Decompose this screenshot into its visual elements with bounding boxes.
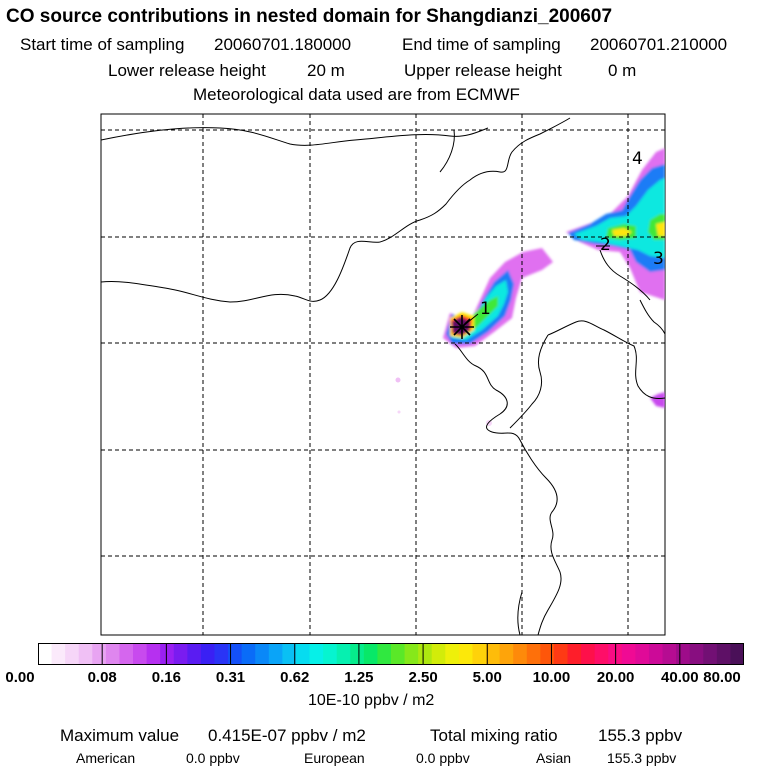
colorbar-swatch (391, 643, 406, 665)
contour-label-1: 1 (480, 299, 491, 319)
colorbar-swatch (703, 643, 718, 665)
colorbar-swatch (377, 643, 392, 665)
map-title: CO source contributions in nested domain… (6, 6, 613, 27)
colorbar-swatch (350, 643, 365, 665)
colorbar-swatch (445, 643, 460, 665)
colorbar-swatch (119, 643, 134, 665)
end-time-value: 20060701.210000 (590, 35, 728, 54)
colorbar-swatch (676, 643, 691, 665)
end-time-label: End time of sampling (402, 35, 561, 54)
colorbar-swatch (486, 643, 501, 665)
colorbar-swatch (241, 643, 256, 665)
total-mixing-value: 155.3 ppbv (598, 726, 683, 745)
colorbar-swatch (594, 643, 609, 665)
contour-label-2: 2 (600, 235, 611, 255)
total-mixing-label: Total mixing ratio (430, 726, 558, 745)
colorbar-swatch (648, 643, 664, 665)
lower-release-label: Lower release height (108, 61, 266, 80)
colorbar-swatch (78, 643, 93, 665)
colorbar-swatch (92, 643, 107, 665)
colorbar-swatch (567, 643, 582, 665)
colorbar-swatch (282, 643, 297, 665)
receptor-marker-icon (450, 315, 474, 339)
colorbar-swatch (255, 643, 270, 665)
colorbar-swatch (418, 643, 433, 665)
upper-release-value: 0 m (608, 61, 637, 80)
colorbar-swatch (146, 643, 161, 665)
colorbar-swatch (295, 643, 311, 665)
map-frame (100, 113, 666, 636)
colorbar-swatch (228, 643, 243, 665)
colorbar-swatch (662, 643, 677, 665)
colorbar-swatch (336, 643, 351, 665)
colorbar-swatch (200, 643, 216, 665)
colorbar-tick-label: 0.31 (215, 669, 246, 686)
colorbar-swatch (160, 643, 175, 665)
colorbar-swatch (404, 643, 419, 665)
colorbar-swatch (38, 643, 53, 665)
colorbar-tick-label: 0.16 (151, 669, 181, 686)
colorbar-tick-label: 40.00 (661, 669, 699, 686)
colorbar-swatch (581, 643, 596, 665)
colorbar-tick-label: 2.50 (408, 669, 438, 686)
contour-label-3: 3 (653, 249, 664, 269)
colorbar-swatch (499, 643, 514, 665)
colorbar-swatch (187, 643, 202, 665)
colorbar-swatch (431, 643, 446, 665)
colorbar (38, 643, 744, 665)
max-value-label: Maximum value (60, 726, 180, 745)
plume-east-patch (650, 392, 665, 408)
colorbar-swatch (214, 643, 229, 665)
colorbar-swatch (716, 643, 732, 665)
start-time-label: Start time of sampling (20, 35, 185, 54)
colorbar-swatch (51, 643, 66, 665)
plume-northeast (566, 148, 665, 300)
colorbar-swatch (363, 643, 379, 665)
start-time-value: 20060701.180000 (214, 35, 352, 54)
colorbar-swatch (513, 643, 528, 665)
upper-release-label: Upper release height (404, 61, 562, 80)
colorbar-swatch (472, 643, 487, 665)
asian-value: 155.3 ppbv (607, 750, 677, 766)
lat-lon-grid (101, 114, 665, 635)
colorbar-tick-label: 5.00 (472, 669, 502, 686)
contour-label-4: 4 (632, 149, 643, 169)
lower-release-value: 20 m (307, 61, 345, 80)
colorbar-tick-label: 10.00 (532, 669, 571, 686)
colorbar-tick-label: 80.00 (703, 669, 741, 686)
colorbar-swatch (173, 643, 188, 665)
colorbar-swatch (635, 643, 650, 665)
colorbar-tick-label: 0.00 (5, 669, 35, 686)
colorbar-border (38, 643, 744, 665)
max-value: 0.415E-07 ppbv / m2 (208, 726, 366, 745)
colorbar-swatch (268, 643, 283, 665)
met-data-line: Meteorological data used are from ECMWF (193, 85, 520, 104)
colorbar-swatch (621, 643, 636, 665)
colorbar-tick-label: 0.08 (87, 669, 117, 686)
european-label: European (304, 750, 365, 766)
colorbar-tick-label: 20.00 (596, 669, 635, 686)
colorbar-swatch (105, 643, 121, 665)
european-value: 0.0 ppbv (416, 750, 470, 766)
colorbar-swatch (526, 643, 541, 665)
colorbar-swatch (689, 643, 704, 665)
colorbar-swatch (553, 643, 569, 665)
colorbar-swatch (133, 643, 148, 665)
plume-speck (397, 410, 401, 414)
american-value: 0.0 ppbv (186, 750, 240, 766)
colorbar-tick-label: 1.25 (344, 669, 374, 686)
plume-speck (395, 377, 401, 383)
colorbar-swatch (540, 643, 555, 665)
colorbar-swatch (458, 643, 474, 665)
colorbar-swatch (309, 643, 324, 665)
colorbar-swatch (65, 643, 80, 665)
american-label: American (76, 750, 136, 766)
colorbar-unit: 10E-10 ppbv / m2 (308, 692, 435, 709)
colorbar-swatch (323, 643, 338, 665)
asian-label: Asian (536, 750, 572, 766)
colorbar-tick-label: 0.62 (280, 669, 310, 686)
colorbar-swatch (730, 643, 744, 665)
